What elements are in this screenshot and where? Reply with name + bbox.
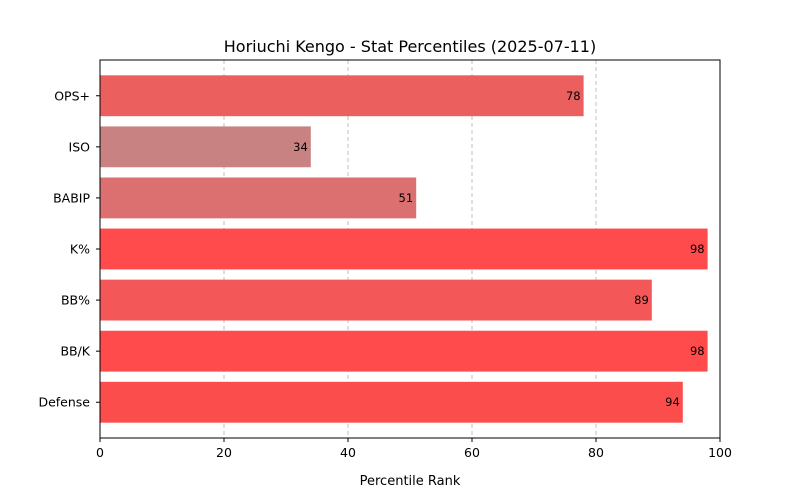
bar (100, 177, 417, 219)
bar (100, 279, 652, 321)
y-tick-label: K% (70, 242, 90, 257)
bar-value-label: 34 (293, 140, 308, 154)
x-tick-label: 40 (340, 445, 356, 460)
y-tick-label: Defense (38, 395, 90, 410)
bars: 78 34 51 98 89 98 94 (100, 75, 708, 423)
bar-value-label: 89 (634, 293, 649, 307)
x-tick-label: 60 (464, 445, 480, 460)
bar-value-label: 98 (690, 344, 705, 358)
y-tick-label: ISO (69, 139, 91, 154)
axis-ticks: OPS+ ISO BABIP K% BB% BB/K Defense 0 20 40 60 80 100 (38, 88, 732, 460)
y-tick-label: OPS+ (54, 88, 90, 103)
x-tick-label: 100 (708, 445, 732, 460)
y-tick-label: BABIP (53, 190, 90, 205)
bar-value-label: 51 (399, 191, 414, 205)
bar (100, 228, 708, 270)
bar-value-label: 94 (665, 395, 680, 409)
y-tick-label: BB/K (60, 344, 90, 359)
x-tick-label: 20 (216, 445, 232, 460)
bar (100, 75, 584, 117)
y-tick-label: BB% (61, 293, 90, 308)
chart-title: Horiuchi Kengo - Stat Percentiles (2025-… (224, 37, 596, 56)
bar (100, 330, 708, 372)
bar-value-label: 78 (566, 89, 581, 103)
x-tick-label: 0 (96, 445, 104, 460)
bar-value-label: 98 (690, 242, 705, 256)
x-axis-label: Percentile Rank (360, 474, 461, 489)
x-tick-label: 80 (588, 445, 604, 460)
bar (100, 126, 311, 168)
bar (100, 381, 683, 423)
